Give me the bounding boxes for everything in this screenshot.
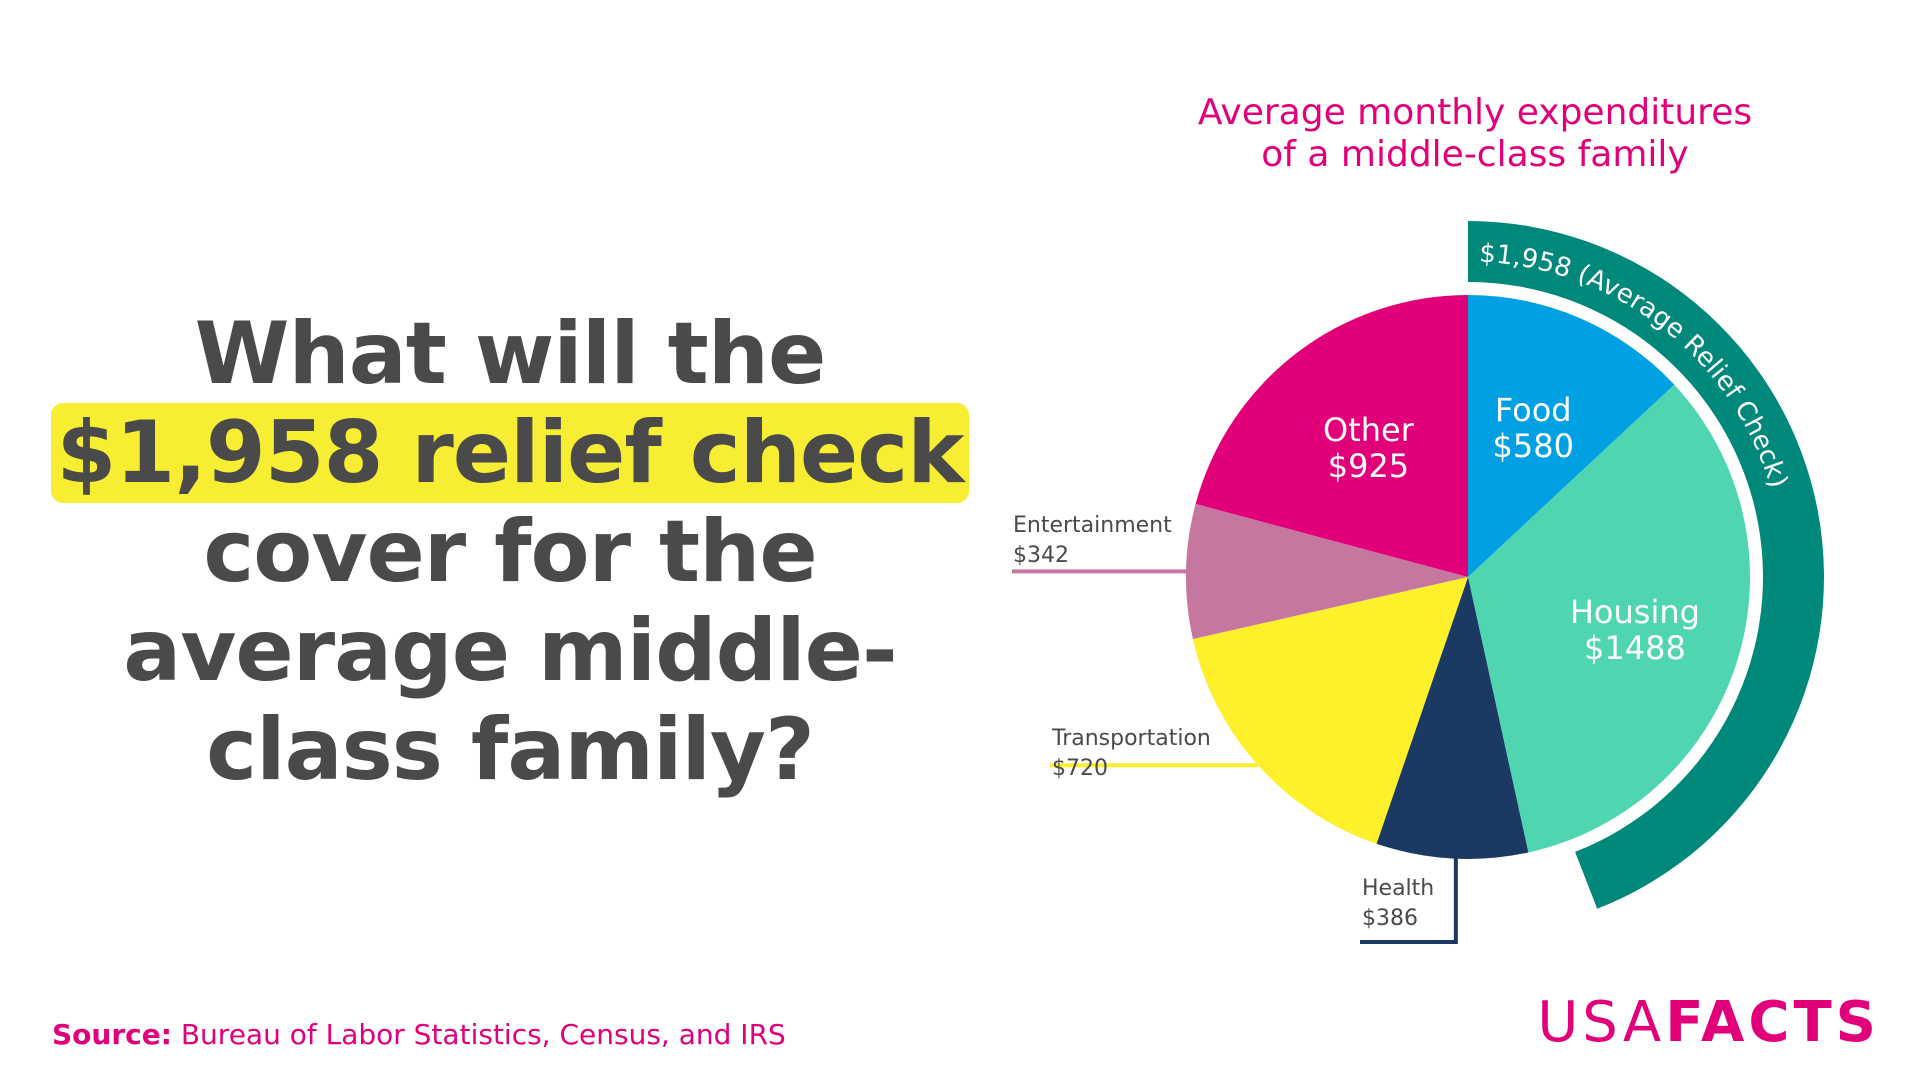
callout-label-health: Health [1362,876,1434,901]
callout-value-health: $386 [1362,906,1418,931]
headline: What will the $1,958 relief check cover … [40,305,980,800]
pie-slices [1186,295,1750,859]
slice-label-food: Food [1495,391,1572,429]
slice-food [1468,295,1675,577]
callout-value-transportation: $720 [1052,756,1108,781]
headline-before: What will the [194,304,827,404]
callout-label-entertainment: Entertainment [1013,513,1172,538]
source-text: Bureau of Labor Statistics, Census, and … [171,1018,786,1051]
callout-label-transportation: Transportation [1051,726,1211,751]
slice-health [1376,577,1529,859]
slice-other [1195,295,1468,577]
callout-value-entertainment: $342 [1013,543,1069,568]
slice-labels: Food$580 Housing$1488 Other$925 Health $386 T… [1013,391,1700,931]
source-note: Source: Bureau of Labor Statistics, Cens… [52,1018,786,1051]
slice-housing [1468,384,1750,853]
slice-transportation [1192,577,1468,844]
headline-after: cover for the average middle-class famil… [123,502,897,800]
chart-title-line-2: of a middle-class family [1261,134,1689,175]
slice-label-other: Other [1323,411,1415,449]
logo-facts: FACTS [1665,990,1880,1055]
logo-usa: USA [1537,990,1666,1055]
slice-entertainment [1186,503,1468,640]
chart-title: Average monthly expenditures of a middle… [1160,92,1790,176]
slice-label-housing: Housing [1570,593,1700,631]
usafacts-logo: USAFACTS [1537,990,1880,1055]
source-label: Source: [52,1018,172,1051]
callout-lines [1012,569,1458,944]
relief-check-arc [1468,221,1825,909]
headline-highlight: $1,958 relief check [50,403,970,503]
slice-value-other: $925 [1328,447,1409,485]
slice-value-food: $580 [1493,427,1574,465]
callout-line-health [1360,858,1458,944]
chart-title-line-1: Average monthly expenditures [1197,92,1753,133]
slice-value-housing: $1488 [1584,629,1686,667]
